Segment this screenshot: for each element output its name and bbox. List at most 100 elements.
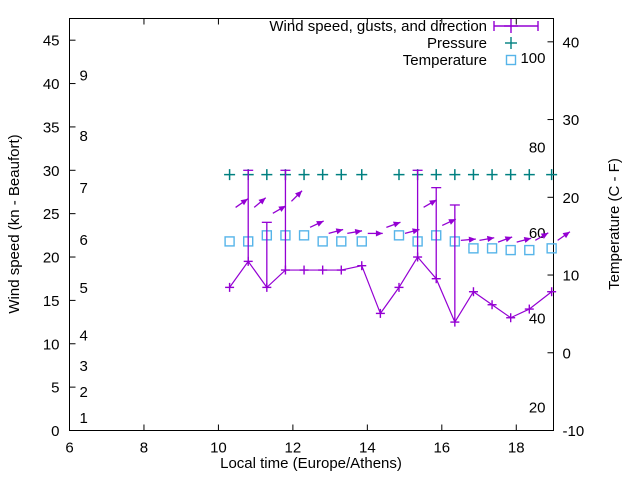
legend-label-wind: Wind speed, gusts, and direction (269, 18, 487, 35)
pressure-marker (335, 169, 347, 181)
x-tick-label: 12 (285, 440, 302, 457)
y-tick-label: 10 (43, 336, 60, 353)
temperature-marker (298, 230, 310, 241)
wind-direction-arrow (557, 231, 571, 241)
legend-label-pressure: Pressure (427, 35, 487, 52)
wind-direction-arrows (235, 190, 571, 243)
legend-label-temperature: Temperature (403, 52, 487, 69)
y2-tick-label: 10 (563, 268, 580, 285)
pressure-marker (546, 169, 558, 181)
x-tick-label: 16 (433, 440, 450, 457)
x-axis-ticks: 6 8 10 12 14 16 18 (65, 18, 525, 457)
pressure-marker (356, 169, 368, 181)
beaufort-scale-labels: 1 2 3 4 5 6 7 8 9 (80, 67, 88, 427)
x-tick-label: 10 (210, 440, 227, 457)
y-tick-label: 45 (43, 33, 60, 50)
wind-direction-arrow (235, 198, 249, 208)
wind-point (524, 304, 534, 314)
temperature-marker (486, 243, 498, 254)
wind-direction-arrow (367, 230, 383, 237)
y2-tick-label: 40 (563, 34, 580, 51)
wind-point (412, 169, 423, 262)
x-tick-label: 8 (140, 440, 148, 457)
chart-legend: Wind speed, gusts, and direction Pressur… (269, 18, 539, 69)
temperature-marker (336, 236, 347, 247)
wind-direction-arrow (328, 228, 344, 235)
wind-direction-arrow (272, 205, 287, 214)
pressure-series (224, 169, 558, 181)
y2-axis-title: Temperature (C - F) (606, 158, 623, 290)
beaufort-label: 3 (80, 358, 88, 375)
beaufort-label: 6 (80, 232, 88, 249)
x-tick-label: 14 (359, 440, 376, 457)
wind-point (280, 169, 291, 275)
y-tick-label: 5 (51, 380, 59, 397)
x-tick-label: 18 (508, 440, 525, 457)
wind-direction-arrow (386, 221, 401, 228)
wind-direction-arrow (497, 236, 513, 243)
y-tick-label: 0 (51, 423, 59, 440)
beaufort-label: 5 (80, 280, 88, 297)
legend-marker-pressure (505, 37, 517, 49)
wind-point (506, 313, 516, 323)
temperature-marker (317, 236, 328, 247)
pressure-marker (393, 169, 405, 181)
y-tick-label: 25 (43, 206, 60, 223)
pressure-marker (449, 169, 461, 181)
wind-point (547, 287, 557, 297)
y2-axis-ticks: -10 0 10 20 30 40 (547, 34, 585, 440)
temperature-marker (468, 243, 479, 254)
wind-point (357, 261, 367, 271)
wind-direction-arrow (253, 197, 267, 208)
fahrenheit-label: 40 (529, 310, 546, 327)
pressure-marker (523, 169, 535, 181)
legend-marker-wind (493, 19, 539, 33)
wind-point (487, 300, 497, 310)
beaufort-label: 4 (80, 328, 88, 345)
wind-direction-arrow (479, 235, 495, 242)
y-axis-ticks: 0 5 10 15 20 25 30 35 40 45 (43, 33, 76, 440)
wind-point (225, 282, 235, 292)
y2-tick-label: 30 (563, 112, 580, 129)
x-axis-title: Local time (Europe/Athens) (220, 455, 402, 472)
pressure-marker (298, 169, 310, 181)
x-tick-label: 6 (65, 440, 73, 457)
fahrenheit-label: 80 (529, 139, 546, 156)
wind-point (299, 265, 309, 275)
temperature-marker (393, 230, 405, 241)
temperature-marker (546, 243, 557, 254)
temperature-marker (524, 244, 535, 256)
y-tick-label: 20 (43, 250, 60, 267)
y-tick-label: 30 (43, 163, 60, 180)
wind-speed-line (229, 256, 553, 324)
wind-direction-arrow (347, 228, 363, 236)
temperature-marker (356, 236, 367, 247)
beaufort-label: 8 (80, 128, 88, 145)
wind-point (318, 265, 328, 275)
wind-point (375, 308, 385, 318)
y2-tick-label: 0 (563, 345, 571, 362)
temperature-marker (505, 244, 516, 256)
wind-point (261, 221, 272, 292)
wind-point (449, 204, 460, 327)
pressure-marker (261, 169, 273, 181)
pressure-marker (486, 169, 498, 181)
wind-direction-arrow (423, 199, 437, 208)
temperature-series (224, 230, 557, 256)
wind-point (394, 282, 404, 292)
plot-frame (69, 18, 554, 431)
wind-direction-arrow (516, 237, 532, 243)
wind-direction-arrow (309, 220, 324, 228)
wind-direction-arrow (441, 218, 457, 227)
y-axis-title: Wind speed (kn - Beaufort) (6, 134, 23, 313)
beaufort-label: 2 (80, 384, 88, 401)
pressure-marker (467, 169, 479, 181)
fahrenheit-label: 100 (520, 50, 545, 67)
y-tick-label: 15 (43, 293, 60, 310)
pressure-marker (224, 169, 236, 181)
y2-tick-label: -10 (563, 423, 585, 440)
temperature-marker (224, 236, 235, 247)
wind-point (243, 169, 254, 266)
